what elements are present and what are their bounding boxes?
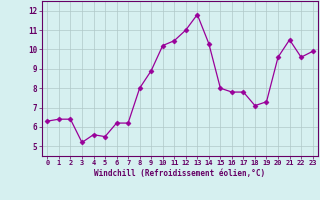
X-axis label: Windchill (Refroidissement éolien,°C): Windchill (Refroidissement éolien,°C) [94, 169, 266, 178]
